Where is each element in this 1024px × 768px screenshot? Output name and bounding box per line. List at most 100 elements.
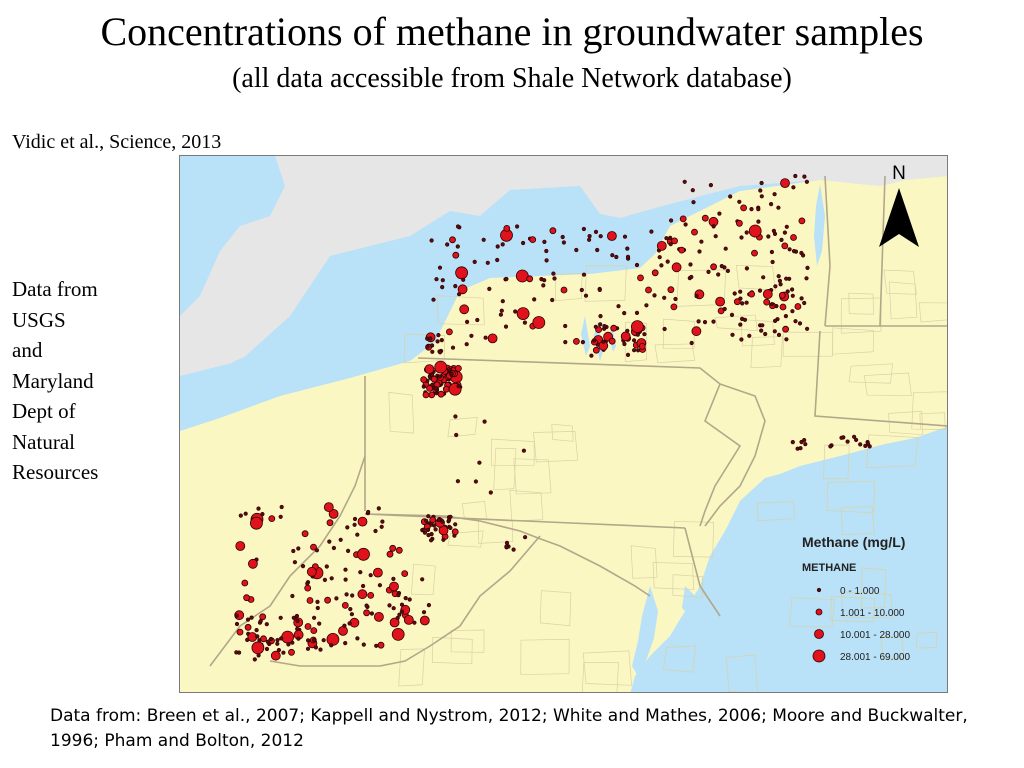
sample-marker	[453, 414, 458, 419]
sample-marker	[634, 310, 640, 315]
north-arrow-label: N	[892, 163, 906, 184]
sample-marker	[310, 543, 317, 551]
sample-marker	[662, 326, 667, 332]
sample-marker	[730, 332, 735, 337]
sample-marker	[251, 641, 265, 655]
sample-marker	[668, 242, 673, 247]
canada-region	[180, 156, 947, 376]
sample-marker	[738, 289, 743, 294]
sample-marker	[679, 215, 687, 223]
sample-marker	[373, 528, 378, 534]
county-outline	[539, 590, 572, 627]
sample-marker	[782, 230, 788, 235]
sample-marker	[791, 185, 796, 190]
sample-marker	[290, 593, 295, 599]
sample-marker	[659, 263, 664, 268]
county-outline	[840, 297, 882, 334]
sample-marker	[771, 228, 777, 233]
sample-marker	[630, 320, 644, 334]
sample-marker	[338, 537, 343, 542]
sample-marker	[338, 625, 348, 636]
sample-marker	[804, 326, 810, 331]
sample-marker	[256, 506, 261, 511]
sample-marker	[828, 444, 833, 449]
sample-marker	[500, 242, 505, 247]
sample-marker	[254, 628, 259, 633]
sample-marker	[593, 229, 599, 234]
sample-marker	[597, 287, 602, 292]
sample-marker	[327, 539, 332, 544]
sample-marker	[426, 514, 431, 519]
sample-marker	[779, 237, 784, 242]
sample-marker	[782, 325, 789, 333]
sample-marker	[793, 319, 798, 324]
sample-marker	[425, 527, 431, 533]
sample-marker	[532, 316, 546, 329]
sample-marker	[357, 589, 368, 600]
sample-marker	[399, 602, 405, 607]
sample-marker	[389, 617, 400, 628]
sample-marker	[513, 309, 518, 314]
source-note-line: USGS	[12, 307, 66, 332]
sample-marker	[606, 231, 617, 241]
sample-marker	[740, 301, 745, 306]
sample-marker	[776, 274, 781, 279]
sample-marker	[744, 300, 749, 305]
county-outline	[520, 638, 570, 675]
sample-marker	[435, 339, 440, 344]
sample-marker	[657, 255, 662, 260]
sample-marker	[691, 326, 702, 337]
sample-marker	[379, 524, 384, 529]
sample-marker	[572, 337, 580, 345]
sample-marker	[472, 259, 477, 264]
sample-marker	[422, 391, 430, 399]
sample-marker	[452, 251, 460, 259]
sample-marker	[352, 522, 357, 527]
sample-marker	[445, 328, 453, 336]
county-outline	[883, 269, 917, 295]
legend-title: Methane (mg/L)	[802, 534, 905, 550]
sample-marker	[295, 618, 300, 624]
legend-class-label: 28.001 - 69.000	[840, 652, 910, 663]
sample-marker	[769, 302, 775, 307]
sample-marker	[288, 648, 295, 656]
sample-marker	[442, 385, 450, 393]
sample-marker	[440, 285, 445, 290]
county-outline	[918, 302, 947, 323]
sample-marker	[399, 609, 404, 614]
sample-marker	[581, 226, 587, 232]
county-outline	[581, 662, 619, 692]
sample-markers	[234, 173, 872, 662]
sample-marker	[529, 236, 537, 243]
sample-marker	[291, 548, 296, 554]
sample-marker	[473, 479, 479, 484]
sample-marker	[579, 287, 584, 293]
sample-marker	[625, 254, 631, 259]
sample-marker	[238, 513, 243, 518]
sample-marker	[688, 262, 693, 267]
sample-marker	[420, 577, 425, 582]
sample-marker	[396, 593, 401, 598]
source-note-line: and	[12, 338, 43, 362]
sample-marker	[296, 636, 301, 641]
lake-huron	[180, 156, 285, 316]
sample-marker	[759, 180, 764, 186]
sample-marker	[787, 247, 792, 252]
sample-marker	[278, 615, 283, 620]
sample-marker	[541, 283, 546, 288]
sample-marker	[426, 603, 431, 608]
sample-marker	[448, 525, 453, 531]
county-outline	[582, 650, 632, 686]
sample-marker	[784, 276, 789, 281]
sample-marker	[757, 288, 763, 293]
sample-marker	[504, 276, 509, 282]
sample-marker	[326, 632, 340, 646]
sample-marker	[268, 636, 274, 642]
sample-marker	[670, 303, 678, 311]
sample-marker	[306, 638, 311, 643]
sample-marker	[526, 275, 534, 283]
sample-marker	[668, 235, 673, 240]
sample-marker	[515, 269, 529, 283]
sample-marker	[602, 324, 607, 329]
sample-marker	[324, 596, 332, 604]
